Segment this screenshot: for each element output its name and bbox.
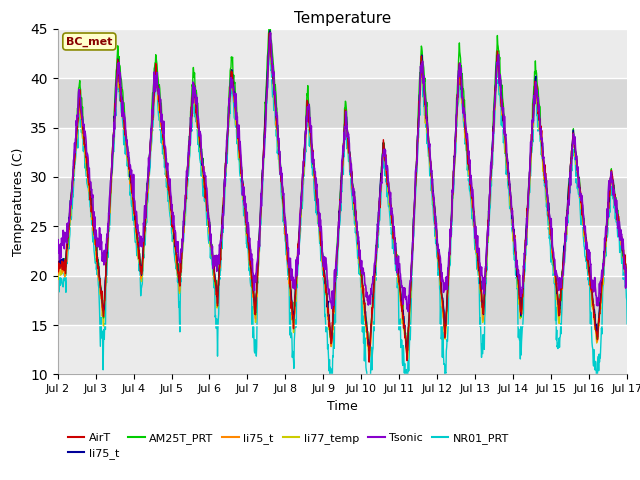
Bar: [58, 128, 627, 177]
Legend: AirT, li75_t, AM25T_PRT, li75_t, li77_temp, Tsonic, NR01_PRT: AirT, li75_t, AM25T_PRT, li75_t, li77_te…: [63, 428, 513, 464]
Text: BC_met: BC_met: [66, 36, 113, 47]
Y-axis label: Temperatures (C): Temperatures (C): [12, 147, 25, 256]
X-axis label: Time: Time: [327, 400, 358, 413]
Title: Temperature: Temperature: [294, 11, 391, 26]
Bar: [58, 29, 627, 78]
Bar: [58, 325, 627, 374]
Bar: [58, 226, 627, 276]
